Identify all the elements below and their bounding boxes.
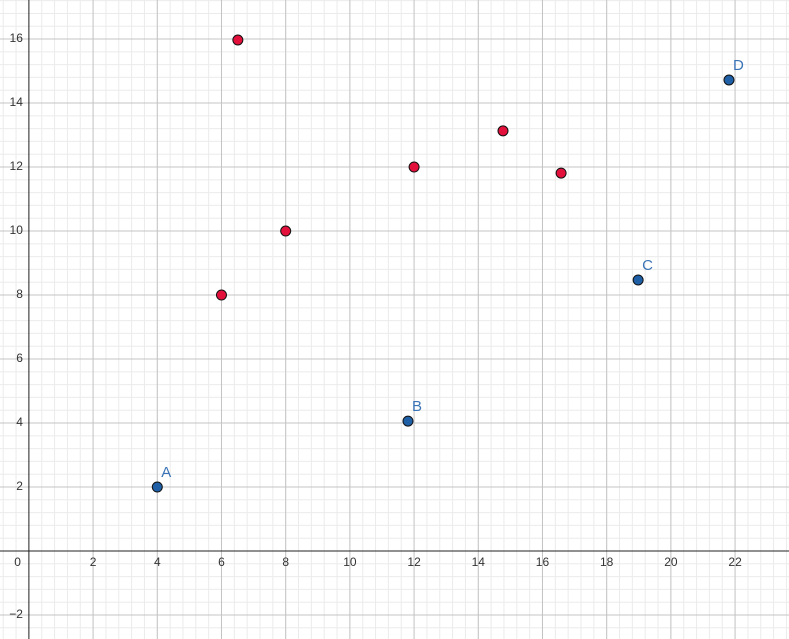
y-tick-label: 6: [16, 351, 23, 365]
point: [232, 34, 244, 46]
x-tick-label: 18: [600, 555, 614, 569]
x-tick-label: 16: [536, 555, 550, 569]
y-tick-label: 4: [16, 415, 23, 429]
x-tick-label: 4: [154, 555, 161, 569]
x-tick-label: 12: [407, 555, 421, 569]
point: [408, 161, 420, 173]
x-tick-label: 14: [472, 555, 486, 569]
y-tick-label: 12: [10, 159, 24, 173]
point-label: C: [642, 257, 653, 274]
x-tick-label: 2: [90, 555, 97, 569]
y-tick-label: 10: [10, 223, 24, 237]
y-tick-label: 2: [16, 479, 23, 493]
point: [280, 225, 292, 237]
origin-label: 0: [14, 555, 21, 569]
x-tick-label: 20: [664, 555, 678, 569]
y-tick-label: 16: [10, 31, 24, 45]
point: [215, 289, 227, 301]
x-tick-label: 10: [343, 555, 357, 569]
point-label: A: [161, 464, 171, 481]
x-tick-label: 8: [282, 555, 289, 569]
point: [555, 167, 567, 179]
point-label: B: [412, 398, 422, 415]
point: [497, 125, 509, 137]
point: [151, 481, 163, 493]
point-label: D: [733, 57, 744, 74]
point: [402, 415, 414, 427]
y-tick-label: 8: [16, 287, 23, 301]
x-tick-label: 6: [218, 555, 225, 569]
x-tick-label: 22: [728, 555, 742, 569]
point: [723, 74, 735, 86]
y-tick-label: −2: [9, 607, 23, 621]
y-tick-label: 14: [10, 95, 24, 109]
point: [632, 274, 644, 286]
